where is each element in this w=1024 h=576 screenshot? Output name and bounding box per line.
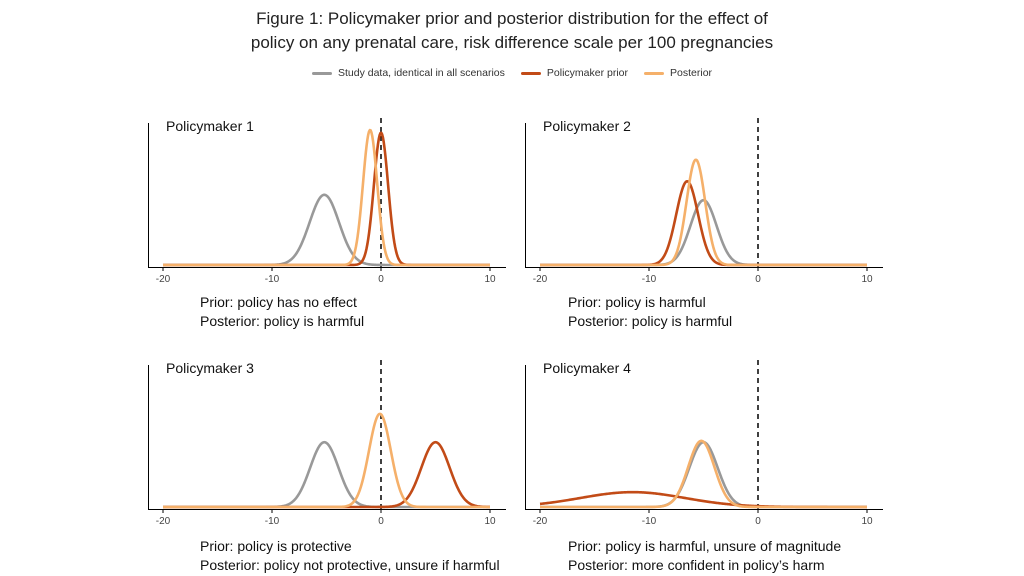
- figure-title-text-1: Figure 1: Policymaker prior and posterio…: [256, 9, 768, 28]
- panel-title-4: Policymaker 4: [543, 360, 631, 376]
- caption-4-prior: Prior: policy is harmful, unsure of magn…: [568, 538, 842, 554]
- panel-policymaker-2: -20 -10 0 10 Policymaker 2: [525, 115, 895, 305]
- x-tick-label: 0: [378, 516, 384, 527]
- legend-item-posterior: Posterior: [644, 67, 712, 79]
- caption-1-prior: Prior: policy has no effect: [200, 294, 357, 310]
- panel-policymaker-3: -20 -10 0 10 Policymaker 3: [148, 357, 518, 547]
- legend-label-study: Study data, identical in all scenarios: [337, 67, 505, 79]
- chart-svg-3: -20 -10 0 10: [148, 360, 506, 527]
- panel-policymaker-4: -20 -10 0 10 Policymaker 4: [525, 357, 895, 547]
- x-tick-label: -20: [156, 274, 171, 285]
- x-tick-label: -10: [642, 274, 657, 285]
- legend-label-prior: Policymaker prior: [546, 67, 629, 79]
- caption-2-posterior: Posterior: policy is harmful: [568, 313, 733, 329]
- series-line-posterior: [162, 412, 491, 509]
- caption-4: Prior: policy is harmful, unsure of magn…: [568, 537, 841, 575]
- chart-svg-4: -20 -10 0 10: [525, 360, 883, 527]
- caption-1-posterior: Posterior: policy is harmful: [200, 313, 365, 329]
- x-tick-label: 10: [861, 274, 873, 285]
- legend-swatch-prior: [520, 71, 541, 75]
- x-tick-label: -10: [265, 516, 280, 527]
- caption-2: Prior: policy is harmful Posterior: poli…: [568, 293, 732, 331]
- caption-3-posterior: Posterior: policy not protective, unsure…: [200, 557, 500, 573]
- series-line-posterior: [162, 128, 491, 267]
- caption-3: Prior: policy is protective Posterior: p…: [200, 537, 500, 575]
- x-tick-label: 0: [755, 516, 761, 527]
- x-tick-label: 10: [861, 516, 873, 527]
- x-tick-label: -10: [642, 516, 657, 527]
- x-tick-label: -10: [265, 274, 280, 285]
- caption-2-prior: Prior: policy is harmful: [568, 294, 706, 310]
- legend-swatch-posterior: [644, 71, 665, 75]
- x-tick-label: -20: [533, 516, 548, 527]
- legend-item-prior: Policymaker prior: [520, 67, 629, 79]
- figure-title-text-2: policy on any prenatal care, risk differ…: [250, 33, 774, 52]
- panel-policymaker-1: -20 -10 0 10 Policymaker 1: [148, 115, 518, 305]
- caption-4-posterior: Posterior: more confident in policy’s ha…: [568, 557, 825, 573]
- x-tick-label: 0: [755, 274, 761, 285]
- x-tick-label: -20: [533, 274, 548, 285]
- series-line-posterior: [539, 158, 868, 267]
- caption-3-prior: Prior: policy is protective: [200, 538, 352, 554]
- x-tick-label: -20: [156, 516, 171, 527]
- series-line-study-data: [162, 193, 491, 267]
- x-tick-label: 10: [484, 274, 496, 285]
- panel-title-3: Policymaker 3: [166, 360, 254, 376]
- chart-svg-2: -20 -10 0 10: [525, 118, 883, 285]
- series-line-prior: [539, 490, 868, 509]
- series-line-study-data: [162, 440, 491, 509]
- x-tick-label: 0: [378, 274, 384, 285]
- series-line-prior: [162, 131, 491, 267]
- series-line-posterior: [539, 439, 868, 509]
- legend-item-study: Study data, identical in all scenarios: [311, 67, 505, 79]
- legend: Study data, identical in all scenarios P…: [0, 64, 1024, 82]
- legend-label-posterior: Posterior: [670, 67, 713, 79]
- panel-title-1: Policymaker 1: [166, 118, 254, 134]
- chart-svg-1: -20 -10 0 10: [148, 118, 506, 285]
- caption-1: Prior: policy has no effect Posterior: p…: [200, 293, 364, 331]
- panel-title-2: Policymaker 2: [543, 118, 631, 134]
- series-line-prior: [162, 440, 491, 509]
- x-tick-label: 10: [484, 516, 496, 527]
- legend-swatch-study: [311, 71, 332, 75]
